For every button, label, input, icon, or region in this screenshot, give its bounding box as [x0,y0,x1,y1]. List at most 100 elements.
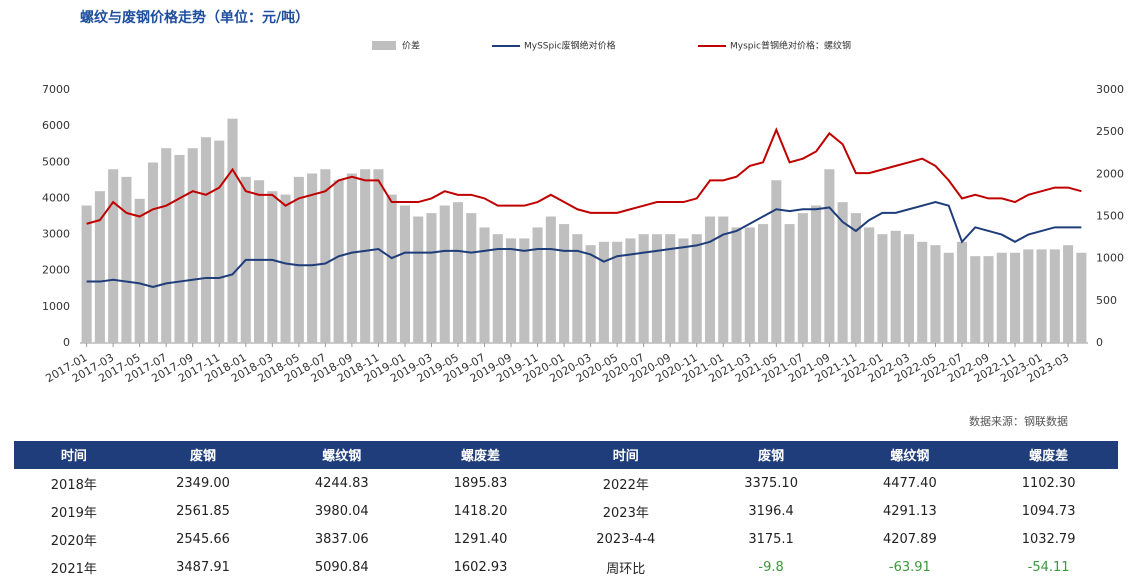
table-header: 螺纹钢 [840,441,980,469]
bar [1063,245,1074,343]
y-tick-label: 6000 [42,119,70,132]
bar [346,173,357,343]
bar [492,234,503,343]
y2-tick-label: 0 [1096,336,1103,349]
bar [784,224,795,343]
bar [545,216,556,343]
bar [1010,252,1021,343]
table-header: 时间 [549,441,702,469]
bar [996,252,1007,343]
bar [559,224,570,343]
bar [970,256,981,343]
bar [386,194,397,343]
bar [731,227,742,343]
bar [333,180,344,343]
bar [903,234,914,343]
bar [691,234,702,343]
table-cell: 2023年 [602,505,649,521]
bar [956,241,968,343]
table-cell: 1895.83 [453,475,508,491]
bar [598,241,609,343]
bar [771,180,782,343]
bar [704,216,716,343]
table-header: 螺纹钢 [272,441,412,469]
bar [134,198,145,343]
bar [200,137,212,343]
bar [625,238,636,343]
y-tick-label: 1000 [42,300,70,313]
table-cell: 3375.10 [744,475,798,491]
bar [850,213,861,343]
bar [864,227,875,343]
bar [890,230,901,343]
table-cell: -9.8 [758,559,784,575]
bar [837,202,848,343]
table-cell: -54.11 [1027,559,1070,575]
table-row: 2019年 2561.85 3980.04 1418.20 2023年 3196.4 429… [14,497,1118,525]
legend-label: 价差 [402,40,420,52]
line [86,201,1082,289]
bar [360,169,371,343]
table-cell: 周环比 [606,561,646,577]
y2-tick-label: 2000 [1096,167,1124,180]
bar [917,241,928,343]
table-cell: 2022年 [602,477,649,493]
y-tick-label: 5000 [42,155,70,168]
bar [718,216,729,343]
bar [466,213,477,343]
table-header: 螺废差 [411,441,550,469]
y-tick-label: 2000 [42,264,70,277]
table-cell: 4477.40 [882,475,937,491]
bar [585,245,596,343]
table-header: 时间 [14,441,134,469]
table-cell: 2561.85 [176,503,230,519]
table-cell: 2545.66 [176,531,230,547]
bar [320,169,331,343]
table-row: 2020年 2545.66 3837.06 1291.40 2023-4-4 3175.1… [14,525,1118,553]
table-cell: 2019年 [50,505,97,521]
table-cell: 1032.79 [1021,531,1076,547]
bar [506,238,517,343]
bar [824,169,835,343]
source: 数据来源：钢联数据 [969,414,1068,428]
table-header: 废钢 [133,441,273,469]
bar [758,224,769,343]
legend-swatch [372,41,396,50]
bar [930,245,941,343]
bar [943,252,954,343]
table-cell: 1094.73 [1021,503,1076,519]
bar [426,213,437,343]
bar [532,227,543,343]
y-tick-label: 7000 [42,83,70,96]
bar [665,234,676,343]
bar [174,154,185,343]
bar [519,238,530,343]
table-cell: -63.91 [888,559,931,575]
bar [187,148,198,343]
legend-label: MySSpic废钢绝对价格 [524,40,616,52]
table-cell: 2021年 [50,561,97,577]
table-cell: 1602.93 [453,559,508,575]
table-cell: 2018年 [50,477,97,493]
table-cell: 3175.1 [748,531,794,547]
bar [307,173,318,343]
bar [254,180,265,343]
bar [121,176,132,343]
y2-tick-label: 2500 [1096,125,1124,138]
bar [267,191,278,343]
y2-tick-label: 1500 [1096,210,1124,223]
bar [678,238,689,343]
table-row: 2018年 2349.00 4244.83 1895.83 2022年 3375.10 44… [14,469,1118,498]
table-cell: 2020年 [50,533,97,549]
table-cell: 4207.89 [882,531,937,547]
table-cell: 4291.13 [882,503,937,519]
bar [612,241,623,343]
bar [108,169,119,343]
legend-label: Myspic普钢绝对价格：螺纹钢 [730,40,851,52]
table-cell: 5090.84 [314,559,369,575]
bar [147,162,158,343]
table-header: 废钢 [701,441,841,469]
y-tick-label: 0 [63,336,70,349]
table-row: 2021年 3487.91 5090.84 1602.93 周环比 -9.8 -63.91 -… [14,553,1118,581]
